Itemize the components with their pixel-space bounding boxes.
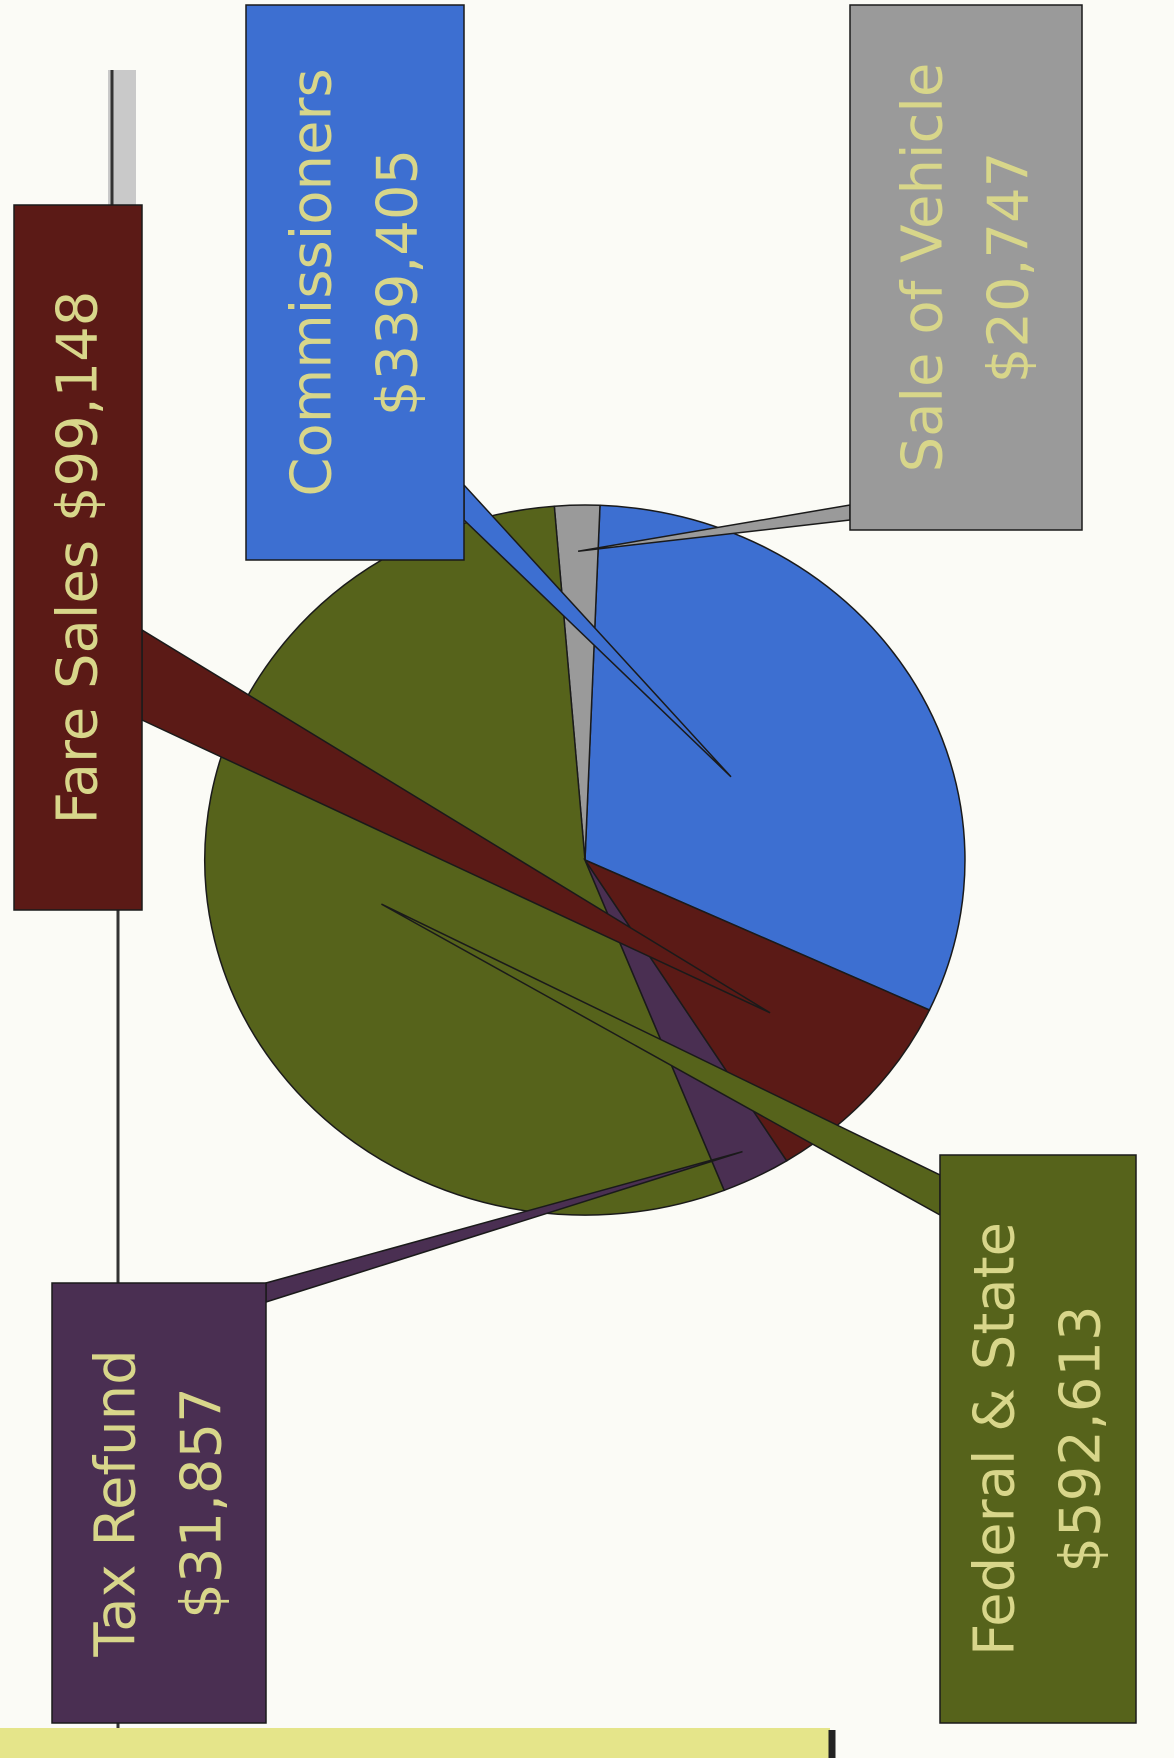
callout-label-sale-of-vehicle-1: $20,747 xyxy=(977,152,1042,384)
callout-label-federal-state-0: Federal & State xyxy=(963,1222,1028,1656)
callout-label-fare-sales-0: Fare Sales $99,148 xyxy=(46,291,111,825)
callout-box-commissioners xyxy=(245,4,465,561)
pie-slice-fare-sales xyxy=(582,858,931,1162)
callout-tax-refund: Tax Refund $31,857 xyxy=(51,1150,743,1724)
callout-box-sale-of-vehicle xyxy=(849,4,1083,531)
callout-label-commissioners-0: Commissioners xyxy=(280,68,345,496)
callout-sale-of-vehicle: Sale of Vehicle $20,747 xyxy=(577,4,1083,552)
pie-slice-commissioners xyxy=(584,504,966,1011)
callout-box-federal-state xyxy=(939,1154,1137,1724)
callout-label-tax-refund-0: Tax Refund xyxy=(84,1349,149,1657)
callout-label-tax-refund-1: $31,857 xyxy=(170,1387,235,1619)
callout-commissioners: Commissioners $339,405 xyxy=(245,4,732,778)
callout-federal-state: Federal & State $592,613 xyxy=(381,903,1137,1724)
callout-label-federal-state-1: $592,613 xyxy=(1049,1305,1114,1572)
callout-label-commissioners-1: $339,405 xyxy=(366,149,431,416)
callout-label-sale-of-vehicle-0: Sale of Vehicle xyxy=(891,63,956,473)
callout-fare-sales: Fare Sales $99,148 xyxy=(13,204,771,1014)
callout-box-fare-sales xyxy=(13,204,143,911)
decor-yellow-strip xyxy=(0,1728,830,1758)
callout-box-tax-refund xyxy=(51,1282,267,1724)
